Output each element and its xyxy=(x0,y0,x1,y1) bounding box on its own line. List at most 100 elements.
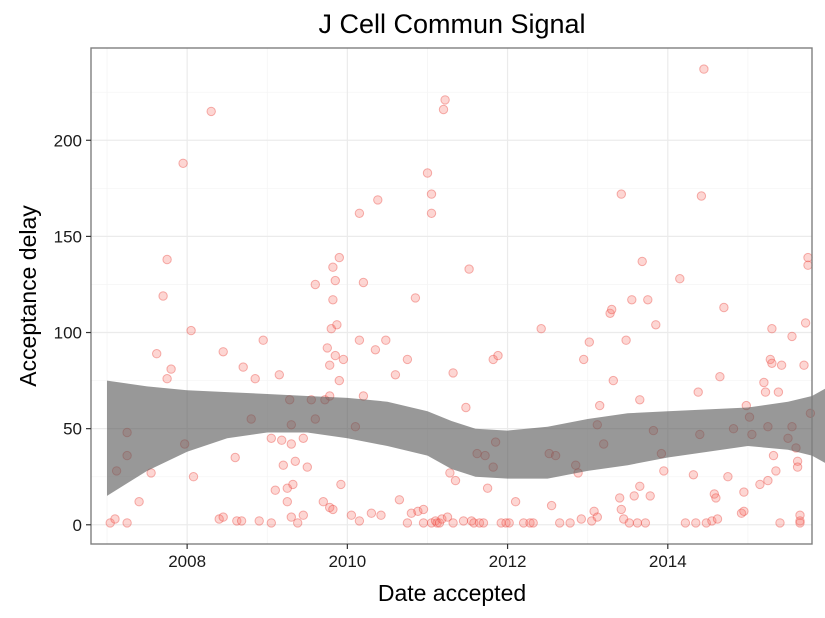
data-point xyxy=(445,468,455,478)
data-point xyxy=(651,320,661,330)
data-point xyxy=(621,335,631,345)
data-point xyxy=(282,483,292,493)
data-point xyxy=(250,374,260,384)
y-tick-label: 100 xyxy=(54,324,82,343)
data-point xyxy=(373,195,383,205)
data-point xyxy=(607,304,617,315)
data-point xyxy=(771,466,781,476)
y-axis-title: Acceptance delay xyxy=(15,205,41,387)
data-point xyxy=(715,372,725,382)
data-point xyxy=(461,402,471,413)
data-point xyxy=(188,472,199,482)
data-point xyxy=(624,518,634,528)
data-point xyxy=(765,354,775,365)
data-point xyxy=(302,462,312,472)
data-point xyxy=(736,508,747,518)
data-point xyxy=(608,375,618,386)
data-point xyxy=(504,518,514,528)
data-point xyxy=(288,479,298,490)
data-point xyxy=(318,497,328,507)
data-point xyxy=(274,370,284,380)
data-point xyxy=(709,489,719,499)
data-point xyxy=(186,325,196,336)
data-point xyxy=(488,354,498,365)
data-point xyxy=(325,502,335,513)
data-point xyxy=(528,518,538,528)
data-point xyxy=(635,395,645,405)
data-point xyxy=(739,487,749,497)
data-point xyxy=(691,518,701,528)
smooth-confidence-band xyxy=(107,380,825,496)
data-point xyxy=(616,504,626,515)
data-point xyxy=(354,516,365,526)
data-point xyxy=(434,518,445,528)
data-point xyxy=(792,456,803,466)
data-point xyxy=(466,516,477,526)
data-point xyxy=(110,514,120,524)
data-point xyxy=(325,360,335,370)
y-axis: 0 50 100 150 200 xyxy=(54,131,91,535)
data-point xyxy=(584,337,594,347)
data-point xyxy=(293,518,303,528)
data-point xyxy=(413,506,423,516)
data-point xyxy=(430,516,441,526)
data-point xyxy=(576,514,586,524)
data-point xyxy=(278,460,288,470)
data-point xyxy=(525,518,535,528)
x-axis-title: Date accepted xyxy=(378,580,526,606)
data-point xyxy=(792,462,803,472)
data-point xyxy=(760,387,771,397)
data-point xyxy=(759,377,769,388)
data-point xyxy=(422,168,433,178)
data-point xyxy=(723,472,733,482)
data-point xyxy=(426,208,437,219)
data-point xyxy=(232,516,242,526)
data-point xyxy=(755,479,765,490)
data-point xyxy=(795,518,805,528)
data-point xyxy=(134,497,144,507)
data-point xyxy=(328,504,338,515)
data-point xyxy=(218,347,228,357)
data-point xyxy=(565,518,575,528)
data-point xyxy=(795,516,805,526)
data-point xyxy=(298,510,308,520)
x-axis: 2008 2010 2012 2014 xyxy=(168,544,687,571)
data-point xyxy=(442,512,453,522)
data-point xyxy=(680,518,691,528)
x-tick-label: 2012 xyxy=(489,552,527,571)
x-tick-label: 2014 xyxy=(649,552,687,571)
data-point xyxy=(376,510,386,520)
data-point xyxy=(482,483,493,493)
data-point xyxy=(763,475,773,486)
data-point xyxy=(322,343,332,353)
data-point xyxy=(615,493,625,503)
data-point xyxy=(418,504,429,515)
data-point xyxy=(478,518,489,528)
data-point xyxy=(328,295,338,305)
data-point xyxy=(290,456,300,466)
data-point xyxy=(258,335,268,345)
data-point xyxy=(381,335,391,345)
data-point xyxy=(640,518,651,528)
data-point xyxy=(277,435,287,445)
y-tick-label: 50 xyxy=(63,420,82,439)
data-point xyxy=(354,208,365,219)
data-point xyxy=(152,349,162,359)
data-point xyxy=(206,106,216,117)
data-point xyxy=(426,518,437,528)
data-point xyxy=(800,318,811,328)
data-point xyxy=(635,481,645,491)
data-point xyxy=(410,293,421,303)
data-point xyxy=(358,277,369,288)
data-point xyxy=(595,400,605,411)
data-point xyxy=(767,324,777,334)
data-point xyxy=(536,324,546,334)
data-point xyxy=(555,518,565,528)
data-point xyxy=(768,450,779,461)
data-point xyxy=(230,452,240,463)
data-point xyxy=(627,295,637,305)
data-point xyxy=(701,518,711,528)
data-point xyxy=(719,302,729,313)
data-point xyxy=(637,256,647,267)
x-tick-label: 2010 xyxy=(328,552,366,571)
